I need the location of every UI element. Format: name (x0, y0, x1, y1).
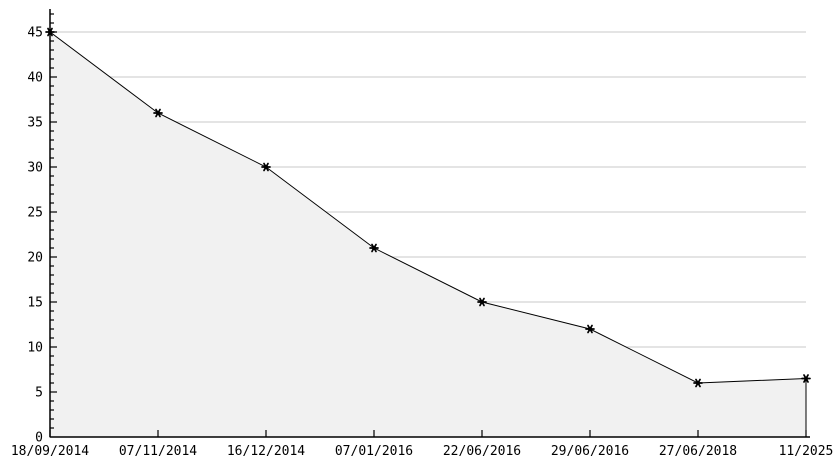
y-tick-label: 40 (27, 71, 43, 86)
y-axis: 0 5 10 15 20 25 30 35 40 45 (27, 9, 57, 446)
x-tick-label: 18/09/2014 (11, 444, 89, 459)
y-tick-label: 25 (27, 206, 43, 221)
y-tick-label: 0 (35, 431, 43, 446)
x-tick-label: 07/01/2016 (335, 444, 413, 459)
data-point-marker (153, 108, 163, 118)
data-point-marker (693, 378, 703, 388)
y-tick-label: 20 (27, 251, 43, 266)
x-tick-label: 11/2025 (779, 444, 834, 459)
data-point-marker (369, 243, 379, 253)
x-tick-label: 16/12/2014 (227, 444, 305, 459)
x-tick-label: 27/06/2018 (659, 444, 737, 459)
y-tick-label: 35 (27, 116, 43, 131)
series-markers (45, 27, 811, 388)
data-point-marker (477, 297, 487, 307)
x-tick-label: 22/06/2016 (443, 444, 521, 459)
y-tick-label: 10 (27, 341, 43, 356)
series-area (49, 31, 807, 438)
data-point-marker (261, 162, 271, 172)
y-tick-label: 15 (27, 296, 43, 311)
y-tick-label: 45 (27, 26, 43, 41)
x-tick-label: 29/06/2016 (551, 444, 629, 459)
y-tick-label: 30 (27, 161, 43, 176)
data-point-marker (801, 374, 811, 383)
y-tick-label: 5 (35, 386, 43, 401)
x-tick-label: 07/11/2014 (119, 444, 197, 459)
data-point-marker (585, 324, 595, 334)
x-axis: 18/09/2014 07/11/2014 16/12/2014 07/01/2016… (11, 430, 834, 459)
